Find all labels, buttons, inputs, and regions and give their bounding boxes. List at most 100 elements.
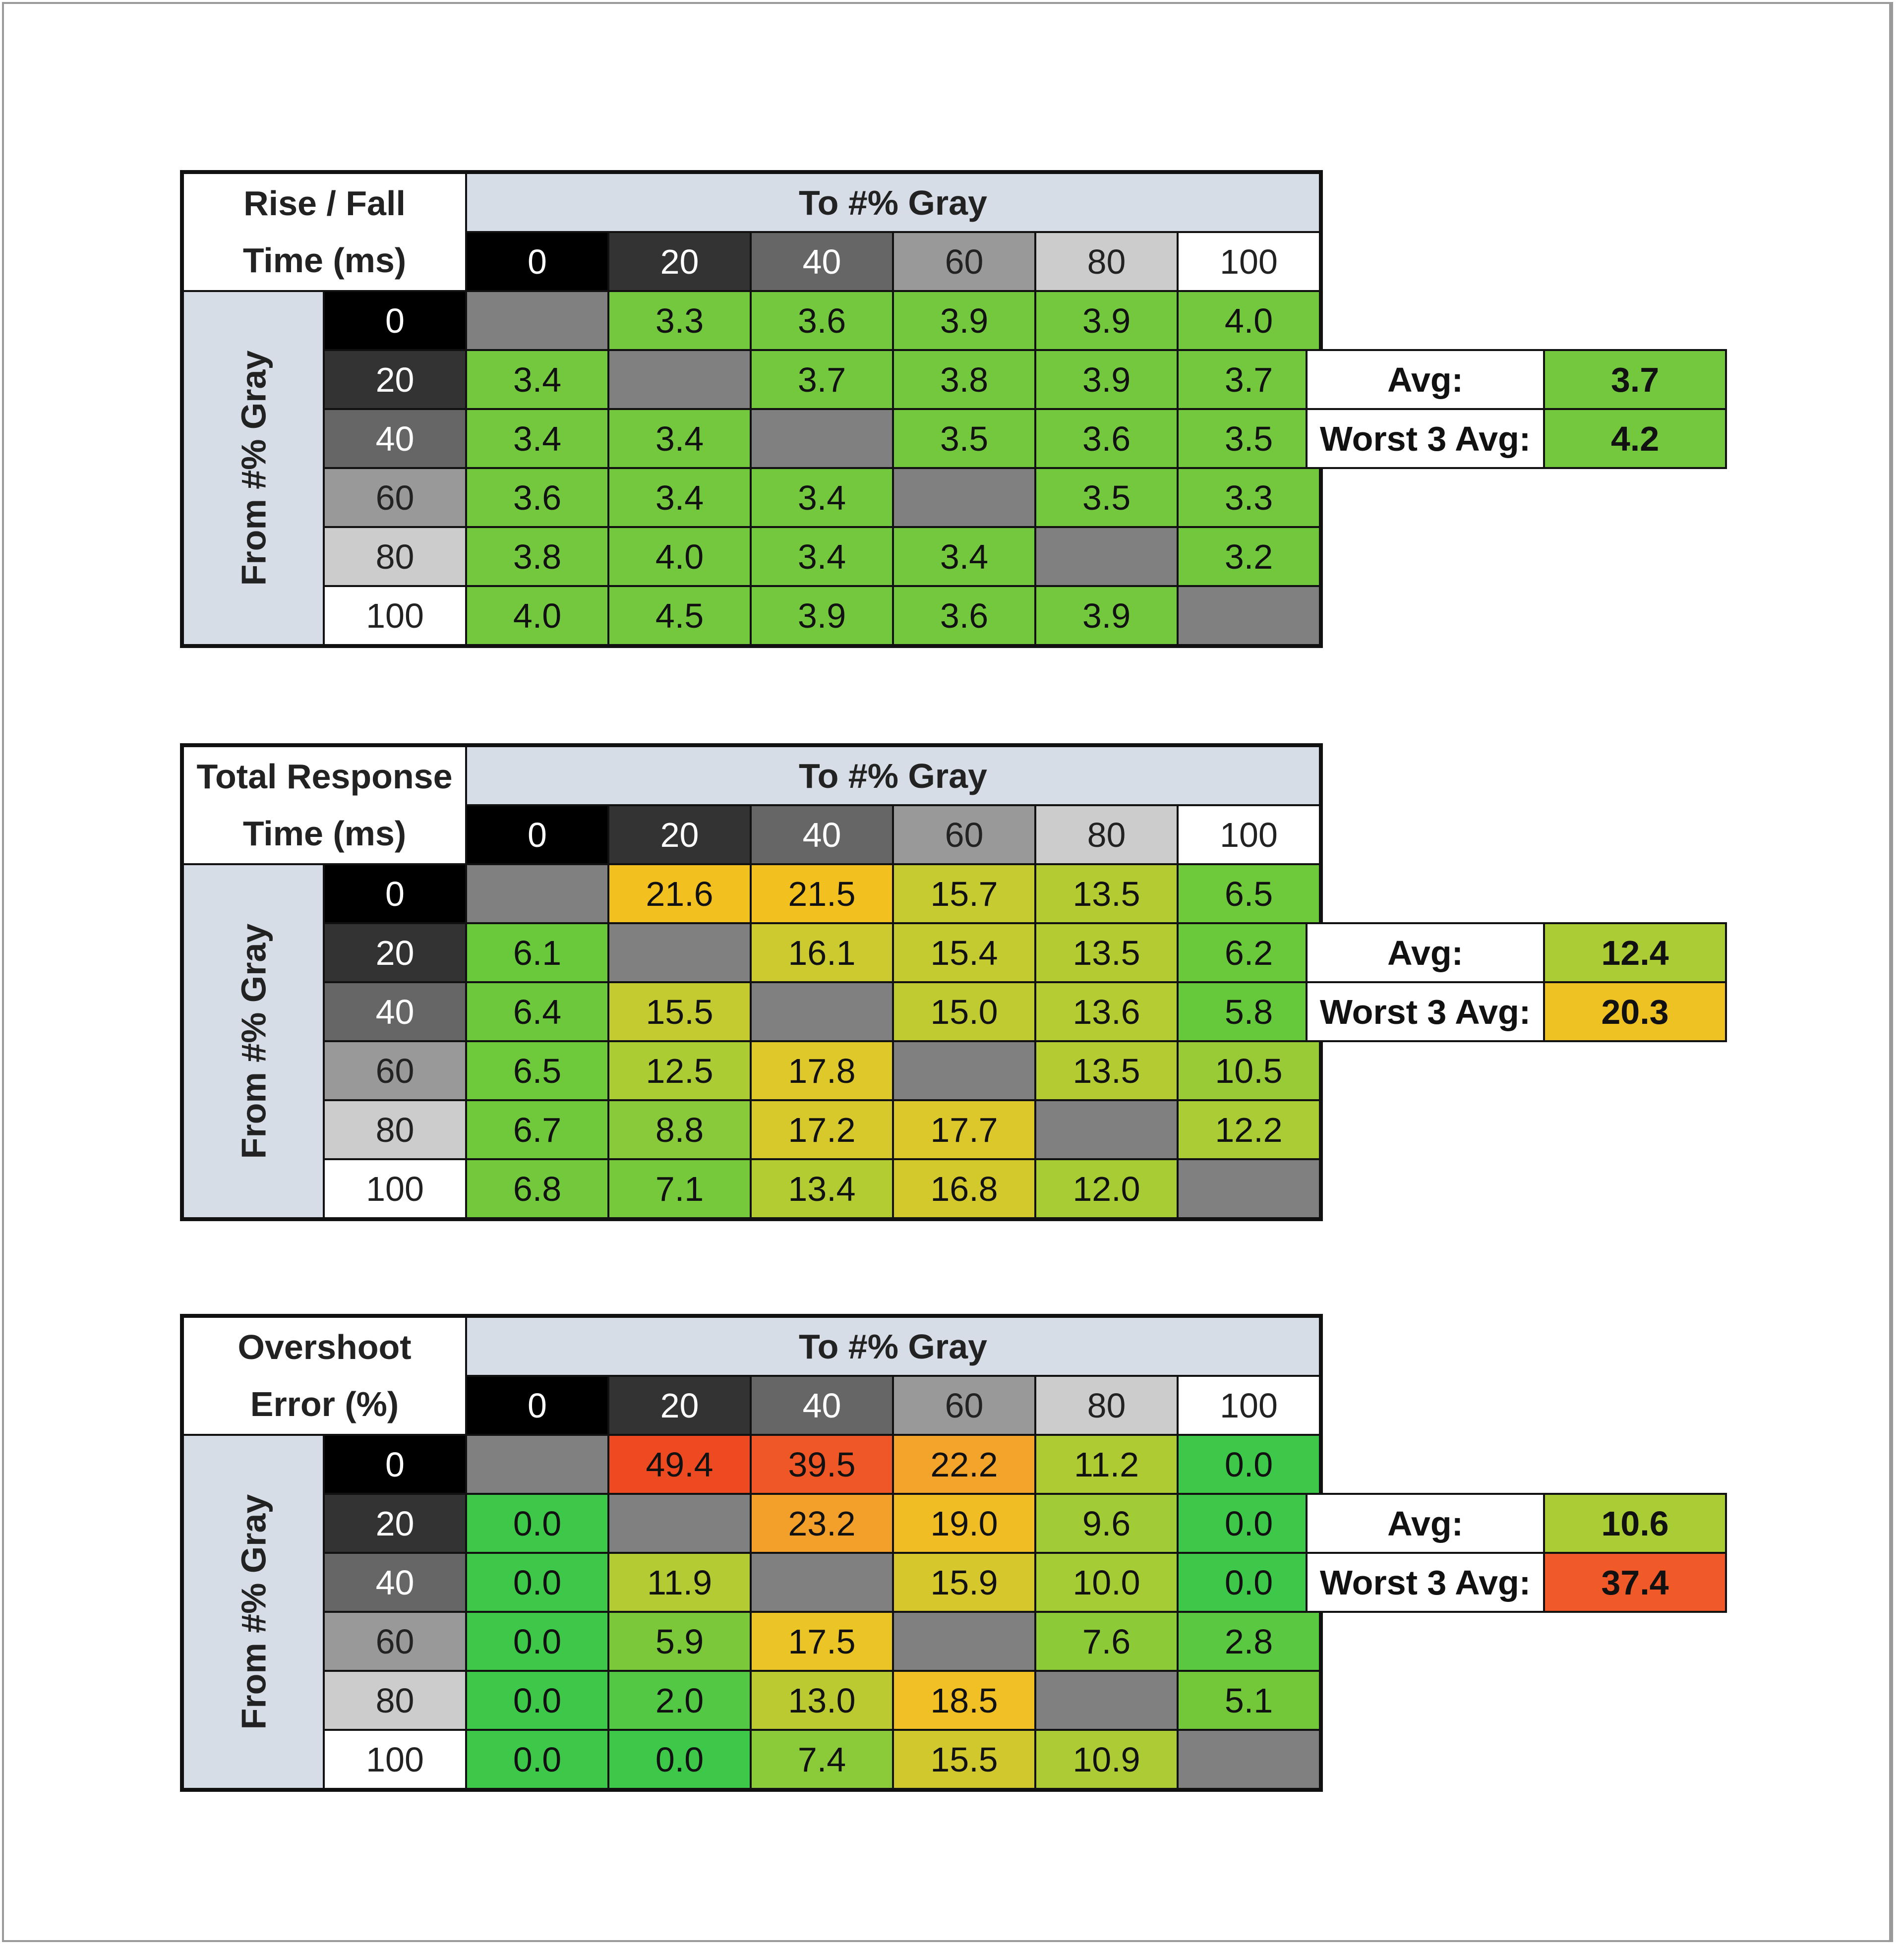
- row-axis-header: From #% Gray: [184, 865, 323, 1217]
- worst-avg-value: 37.4: [1545, 1554, 1725, 1611]
- row-tick-label: 60: [325, 469, 465, 526]
- heatmap-cell: 0.0: [1179, 1436, 1319, 1493]
- heatmap-cell: 0.0: [609, 1731, 750, 1788]
- column-tick-label: 20: [609, 806, 750, 863]
- heatmap-cell: 13.5: [1036, 865, 1177, 922]
- heatmap-cell: 15.5: [609, 983, 750, 1040]
- table-title-line: Error (%): [250, 1385, 399, 1423]
- heatmap-cell: 3.4: [467, 351, 607, 408]
- heatmap-cell: 3.4: [752, 469, 892, 526]
- heatmap-cell: 3.4: [609, 469, 750, 526]
- row-axis-label: From #% Gray: [234, 1494, 273, 1730]
- heatmap-cell: 12.2: [1179, 1101, 1319, 1158]
- row-tick-label: 0: [325, 292, 465, 349]
- heatmap-cell: [1036, 1101, 1177, 1158]
- avg-label: Avg:: [1308, 351, 1543, 408]
- heatmap-cell: 3.8: [467, 528, 607, 585]
- heatmap-cell: 3.9: [1036, 351, 1177, 408]
- heatmap-cell: 0.0: [467, 1731, 607, 1788]
- heatmap-cell: [894, 1042, 1034, 1099]
- heatmap-cell: 21.5: [752, 865, 892, 922]
- heatmap-cell: 49.4: [609, 1436, 750, 1493]
- heatmap-cell: 0.0: [467, 1495, 607, 1552]
- heatmap-table: Rise / Fall Time (ms) To #% Gray From #% Gr…: [180, 170, 1323, 648]
- heatmap-cell: [752, 410, 892, 467]
- heatmap-cell: 13.5: [1036, 924, 1177, 981]
- heatmap-cell: 3.5: [1179, 410, 1319, 467]
- heatmap-cell: [1179, 1160, 1319, 1217]
- heatmap-cell: [752, 983, 892, 1040]
- table-title-line: Time (ms): [242, 241, 407, 280]
- heatmap-cell: 15.5: [894, 1731, 1034, 1788]
- heatmap-cell: 17.7: [894, 1101, 1034, 1158]
- heatmap-cell: 22.2: [894, 1436, 1034, 1493]
- row-tick-label: 80: [325, 1101, 465, 1158]
- heatmap-cell: 12.5: [609, 1042, 750, 1099]
- heatmap-cell: 17.2: [752, 1101, 892, 1158]
- summary-box: Avg: 3.7 Worst 3 Avg: 4.2: [1306, 349, 1727, 469]
- heatmap-cell: 6.5: [467, 1042, 607, 1099]
- heatmap-cell: [1179, 587, 1319, 644]
- row-tick-label: 60: [325, 1042, 465, 1099]
- table-title-line: Time (ms): [242, 814, 407, 853]
- heatmap-cell: 3.5: [1036, 469, 1177, 526]
- heatmap-cell: 16.8: [894, 1160, 1034, 1217]
- heatmap-cell: 6.7: [467, 1101, 607, 1158]
- row-tick-label: 20: [325, 1495, 465, 1552]
- worst-avg-value: 4.2: [1545, 410, 1725, 467]
- heatmap-cell: [1179, 1731, 1319, 1788]
- heatmap-cell: 15.9: [894, 1554, 1034, 1611]
- row-tick-label: 40: [325, 410, 465, 467]
- table-title: Total Response Time (ms): [184, 747, 465, 863]
- heatmap-cell: 6.4: [467, 983, 607, 1040]
- column-tick-label: 100: [1179, 806, 1319, 863]
- heatmap-cell: 3.4: [467, 410, 607, 467]
- heatmap-cell: [894, 469, 1034, 526]
- heatmap-cell: 5.8: [1179, 983, 1319, 1040]
- heatmap-cell: 3.6: [894, 587, 1034, 644]
- heatmap-cell: 18.5: [894, 1672, 1034, 1729]
- heatmap-cell: 15.7: [894, 865, 1034, 922]
- row-tick-label: 0: [325, 1436, 465, 1493]
- heatmap-cell: 15.0: [894, 983, 1034, 1040]
- column-tick-label: 0: [467, 1377, 607, 1434]
- row-axis-header: From #% Gray: [184, 1436, 323, 1788]
- heatmap-cell: 7.6: [1036, 1613, 1177, 1670]
- heatmap-cell: 3.9: [894, 292, 1034, 349]
- heatmap-cell: 5.1: [1179, 1672, 1319, 1729]
- row-tick-label: 20: [325, 924, 465, 981]
- heatmap-cell: 11.2: [1036, 1436, 1177, 1493]
- heatmap-cell: 7.4: [752, 1731, 892, 1788]
- row-tick-label: 100: [325, 1160, 465, 1217]
- worst-avg-value: 20.3: [1545, 983, 1725, 1040]
- heatmap-cell: 10.9: [1036, 1731, 1177, 1788]
- row-tick-label: 0: [325, 865, 465, 922]
- column-axis-label: To #% Gray: [467, 747, 1319, 804]
- heatmap-cell: 17.8: [752, 1042, 892, 1099]
- heatmap-cell: [1036, 1672, 1177, 1729]
- heatmap-cell: 0.0: [1179, 1554, 1319, 1611]
- heatmap-cell: 2.8: [1179, 1613, 1319, 1670]
- heatmap-cell: 6.8: [467, 1160, 607, 1217]
- heatmap-cell: 3.2: [1179, 528, 1319, 585]
- heatmap-cell: [609, 924, 750, 981]
- heatmap-cell: 4.0: [609, 528, 750, 585]
- row-tick-label: 40: [325, 983, 465, 1040]
- heatmap-cell: 12.0: [1036, 1160, 1177, 1217]
- row-tick-label: 100: [325, 587, 465, 644]
- worst-avg-label: Worst 3 Avg:: [1308, 983, 1543, 1040]
- row-tick-label: 20: [325, 351, 465, 408]
- heatmap-table: Total Response Time (ms) To #% Gray From #%…: [180, 743, 1323, 1221]
- heatmap-cell: [609, 351, 750, 408]
- summary-box: Avg: 10.6 Worst 3 Avg: 37.4: [1306, 1493, 1727, 1613]
- heatmap-cell: 3.4: [752, 528, 892, 585]
- column-tick-label: 0: [467, 806, 607, 863]
- heatmap-cell: 23.2: [752, 1495, 892, 1552]
- heatmap-cell: 19.0: [894, 1495, 1034, 1552]
- heatmap-cell: 3.7: [752, 351, 892, 408]
- heatmap-cell: [467, 292, 607, 349]
- heatmap-cell: 16.1: [752, 924, 892, 981]
- row-axis-header: From #% Gray: [184, 292, 323, 644]
- heatmap-cell: 21.6: [609, 865, 750, 922]
- heatmap-table: Overshoot Error (%) To #% Gray From #% Gray…: [180, 1314, 1323, 1792]
